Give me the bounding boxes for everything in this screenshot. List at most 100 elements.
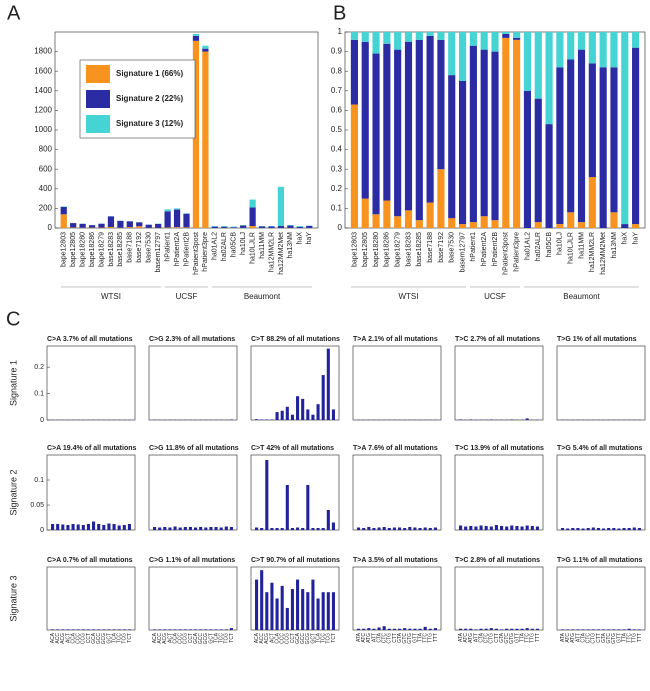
bar-segment xyxy=(88,225,96,228)
x-tick-label: TTA xyxy=(519,632,525,642)
bar-segment xyxy=(211,226,218,227)
x-tick-label: haX xyxy=(297,232,304,245)
bar xyxy=(494,525,498,530)
bar-segment xyxy=(350,104,358,228)
x-tick-label: GTA xyxy=(397,632,403,643)
bar xyxy=(311,528,315,530)
bar xyxy=(413,628,417,630)
bar xyxy=(469,419,473,420)
bar-segment xyxy=(415,39,423,221)
x-tick-label: base7188 xyxy=(427,232,434,263)
bar xyxy=(270,582,274,630)
panel-label: C xyxy=(6,308,20,330)
bar xyxy=(199,527,203,530)
bar-segment xyxy=(502,32,510,34)
x-tick-label: TTC xyxy=(525,633,531,643)
bar xyxy=(515,628,519,630)
bar xyxy=(459,419,463,420)
x-tick-label: GCG xyxy=(101,633,107,645)
plot-frame xyxy=(556,345,646,421)
y-tick-label: 800 xyxy=(39,145,53,154)
bar-segment xyxy=(277,226,285,228)
bar-segment xyxy=(383,200,391,228)
bar xyxy=(102,525,106,530)
bar xyxy=(311,579,315,630)
x-tick-label: hPatient3pre xyxy=(513,232,520,272)
plot-frame xyxy=(556,566,646,631)
x-tick-label: ATG xyxy=(366,633,372,643)
bar-segment xyxy=(567,59,575,213)
x-tick-label: base7530 xyxy=(449,232,456,263)
bar xyxy=(158,629,162,630)
bar-segment xyxy=(145,224,152,228)
x-tick-label: ha10LJ xyxy=(240,232,247,255)
bar xyxy=(607,528,611,530)
bar-segment xyxy=(350,39,358,105)
x-tick-label: bape18286 xyxy=(89,232,96,267)
bar xyxy=(489,526,493,530)
x-tick-label: GCC xyxy=(300,633,306,645)
bar xyxy=(296,396,300,420)
bar-segment xyxy=(458,32,467,81)
bar xyxy=(275,528,279,530)
bar-segment xyxy=(567,32,575,60)
bar-segment xyxy=(192,33,200,36)
bar xyxy=(81,629,85,630)
bar xyxy=(489,419,493,420)
bar-segment xyxy=(491,32,499,52)
bar-segment xyxy=(545,124,553,228)
x-tick-label: CTG xyxy=(591,633,597,644)
group-label: UCSF xyxy=(484,292,506,301)
bar xyxy=(301,398,305,420)
x-tick-label: GTA xyxy=(499,632,505,643)
bar xyxy=(433,628,437,630)
bar xyxy=(321,375,325,420)
bar-segment xyxy=(136,222,143,227)
bar xyxy=(408,527,412,530)
x-tick-label: CTC xyxy=(586,633,592,644)
bar-segment xyxy=(448,218,456,228)
bar-segment xyxy=(599,67,607,228)
bar xyxy=(127,629,131,630)
bar xyxy=(290,414,294,420)
x-tick-label: ha02ALR xyxy=(221,232,228,261)
bar xyxy=(622,528,626,530)
bar-segment xyxy=(491,51,499,221)
bar xyxy=(56,524,60,530)
x-tick-label: GTC xyxy=(402,633,408,644)
plot-frame xyxy=(250,454,340,531)
x-tick-label: ACT xyxy=(269,633,275,643)
bar xyxy=(306,592,310,630)
bar-segment xyxy=(426,32,434,36)
bar xyxy=(97,629,101,630)
bar xyxy=(183,629,187,630)
x-tick-label: GTT xyxy=(616,633,622,643)
bar xyxy=(331,592,335,630)
bar xyxy=(321,528,325,530)
bar-segment xyxy=(469,222,477,228)
bar xyxy=(296,579,300,630)
bar-segment xyxy=(394,49,402,217)
bar xyxy=(173,629,177,630)
x-tick-label: hPatient2B xyxy=(492,232,499,267)
bar-segment xyxy=(117,220,124,228)
bar-segment xyxy=(240,225,247,228)
x-tick-label: GCT xyxy=(310,633,316,644)
bar-segment xyxy=(502,33,510,38)
bar xyxy=(591,629,595,630)
bar xyxy=(280,410,284,420)
bar xyxy=(500,526,504,530)
bar xyxy=(326,348,330,420)
x-tick-label: TTT xyxy=(637,633,643,642)
plot-frame xyxy=(250,345,340,421)
x-tick-label: hPatient1 xyxy=(164,232,171,262)
bar xyxy=(561,629,565,630)
bar-segment xyxy=(79,223,86,228)
bar xyxy=(290,589,294,630)
bar xyxy=(81,525,85,530)
bar xyxy=(102,629,106,630)
bar xyxy=(418,628,422,630)
x-tick-label: ACA xyxy=(50,632,56,643)
bar xyxy=(474,526,478,530)
legend-swatch xyxy=(86,65,110,83)
